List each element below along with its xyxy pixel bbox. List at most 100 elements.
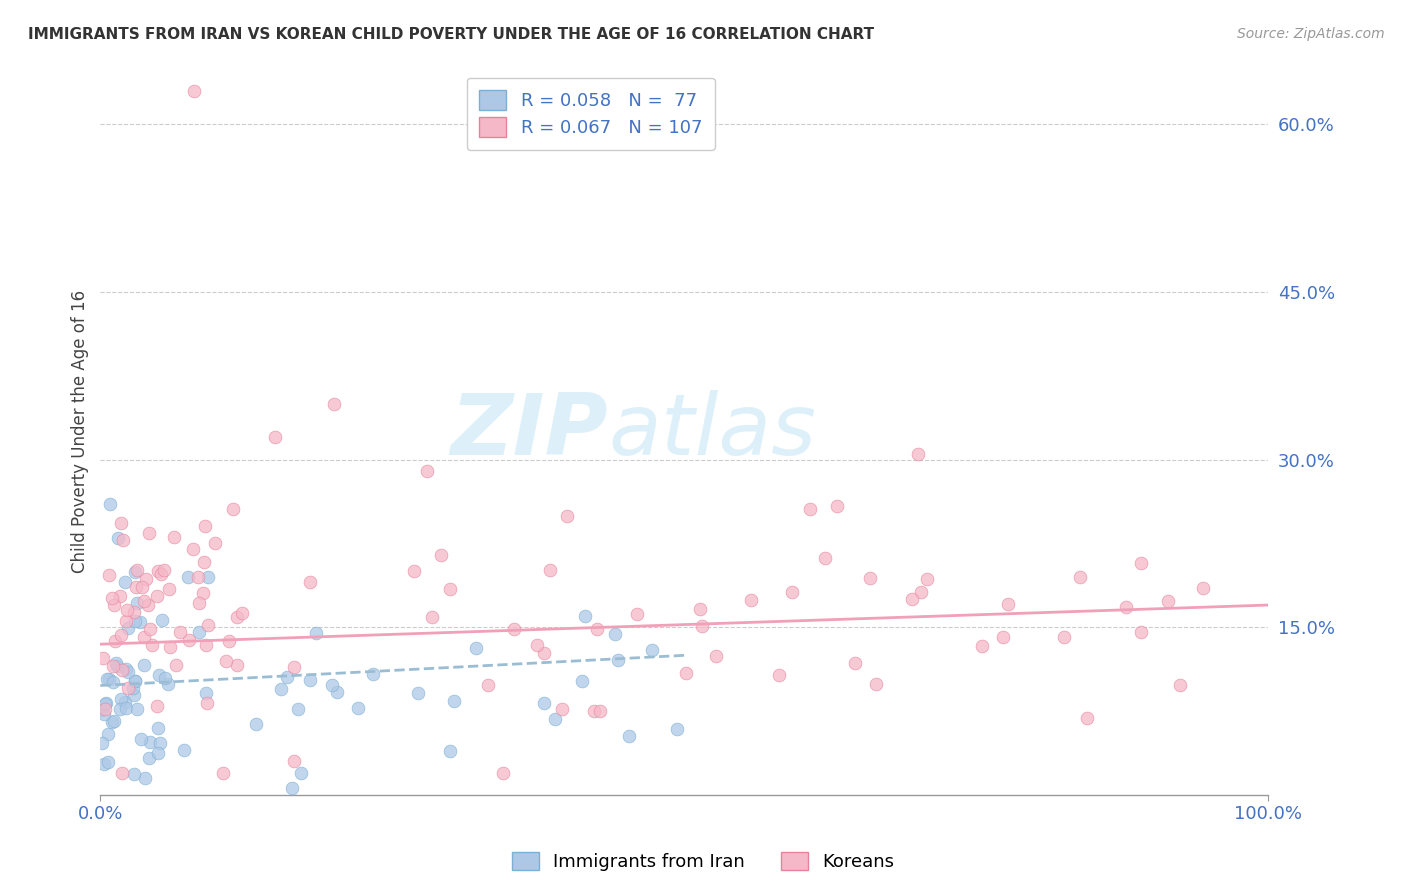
Point [110, 701, 132, 715]
Point [136, 598, 159, 612]
Point [477, 677, 499, 691]
Point [865, 677, 887, 691]
Point [264, 430, 287, 444]
Point [181, 542, 204, 557]
Point [139, 735, 162, 749]
Point [121, 681, 143, 695]
Point [193, 555, 215, 569]
Point [361, 667, 384, 681]
Point [617, 729, 640, 743]
Point [135, 572, 157, 586]
Point [606, 653, 628, 667]
Point [141, 638, 163, 652]
Point [1076, 711, 1098, 725]
Point [103, 598, 125, 612]
Point [93, 757, 115, 772]
Point [287, 702, 309, 716]
Point [582, 704, 605, 718]
Point [108, 589, 131, 603]
Point [97, 756, 120, 770]
Point [94, 702, 117, 716]
Point [222, 502, 245, 516]
Point [114, 662, 136, 676]
Point [283, 659, 305, 673]
Point [666, 722, 689, 736]
Point [117, 681, 139, 696]
Point [915, 572, 938, 586]
Point [107, 531, 129, 545]
Point [146, 699, 169, 714]
Point [155, 671, 177, 685]
Point [104, 657, 127, 671]
Point [1129, 624, 1152, 639]
Point [492, 765, 515, 780]
Point [283, 754, 305, 768]
Point [439, 744, 461, 758]
Point [503, 623, 526, 637]
Text: ZIP: ZIP [450, 391, 609, 474]
Legend: R = 0.058   N =  77, R = 0.067   N = 107: R = 0.058 N = 77, R = 0.067 N = 107 [467, 78, 714, 150]
Point [194, 518, 217, 533]
Point [704, 649, 727, 664]
Point [125, 702, 148, 716]
Point [132, 630, 155, 644]
Point [96, 672, 118, 686]
Point [138, 526, 160, 541]
Point [193, 586, 215, 600]
Point [299, 673, 322, 687]
Point [1168, 678, 1191, 692]
Point [177, 570, 200, 584]
Point [641, 643, 664, 657]
Point [901, 592, 924, 607]
Point [589, 704, 612, 718]
Point [814, 550, 837, 565]
Point [104, 633, 127, 648]
Point [187, 569, 209, 583]
Point [991, 630, 1014, 644]
Point [226, 610, 249, 624]
Point [465, 640, 488, 655]
Point [157, 582, 180, 597]
Point [122, 767, 145, 781]
Point [146, 564, 169, 578]
Point [910, 585, 932, 599]
Point [690, 619, 713, 633]
Point [1069, 570, 1091, 584]
Point [93, 697, 115, 711]
Point [91, 651, 114, 665]
Point [124, 674, 146, 689]
Point [110, 516, 132, 530]
Point [128, 615, 150, 629]
Point [134, 657, 156, 672]
Point [197, 617, 219, 632]
Point [105, 659, 128, 673]
Point [124, 580, 146, 594]
Point [605, 627, 627, 641]
Point [420, 609, 443, 624]
Point [129, 731, 152, 746]
Point [138, 750, 160, 764]
Point [195, 696, 218, 710]
Point [406, 686, 429, 700]
Point [195, 639, 218, 653]
Point [225, 657, 247, 672]
Point [1053, 630, 1076, 644]
Point [325, 685, 347, 699]
Point [827, 500, 849, 514]
Point [94, 696, 117, 710]
Point [197, 570, 219, 584]
Point [115, 701, 138, 715]
Point [169, 625, 191, 640]
Point [231, 607, 253, 621]
Legend: Immigrants from Iran, Koreans: Immigrants from Iran, Koreans [505, 845, 901, 879]
Point [443, 694, 465, 708]
Point [117, 665, 139, 679]
Point [218, 633, 240, 648]
Point [97, 727, 120, 741]
Point [139, 622, 162, 636]
Point [110, 692, 132, 706]
Point [544, 712, 567, 726]
Point [111, 533, 134, 547]
Point [111, 664, 134, 678]
Point [281, 780, 304, 795]
